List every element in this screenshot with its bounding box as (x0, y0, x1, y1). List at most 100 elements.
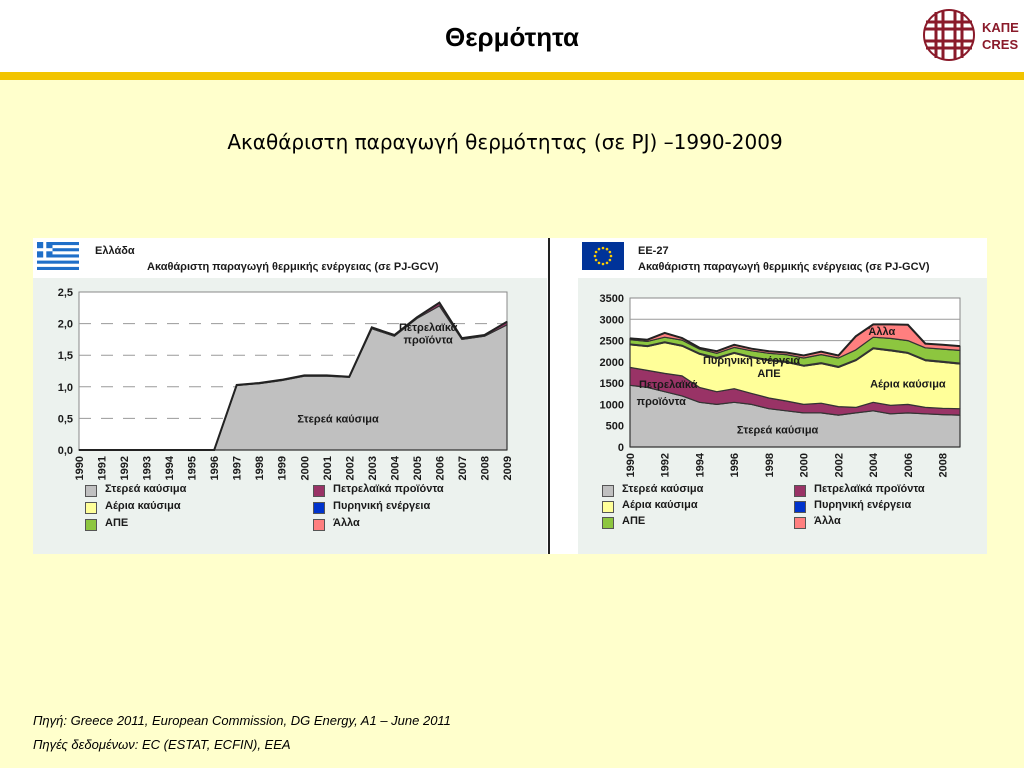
eu-star-icon (594, 258, 598, 262)
y-tick-label: 0,5 (58, 413, 73, 425)
legend-swatch (794, 485, 806, 497)
y-tick-label: 2,5 (58, 287, 73, 299)
header-bar: Θερμότητα ΚΑΠΕ CRES (0, 0, 1024, 72)
eu-star-icon (597, 247, 601, 251)
y-tick-label: 2500 (600, 336, 624, 348)
x-tick-label: 2000 (299, 456, 311, 480)
x-tick-label: 1997 (232, 456, 244, 480)
logo-text-cres: CRES (982, 37, 1019, 52)
legend-label: Πυρηνική ενέργεια (814, 499, 912, 511)
x-tick-label: 2002 (344, 456, 356, 480)
source-note: Πηγή: Greece 2011, European Commission, … (33, 713, 451, 728)
eu-star-icon (608, 250, 612, 254)
x-tick-label: 1992 (660, 453, 672, 477)
chart-annotation: Στερεά καύσιμα (737, 425, 819, 437)
legend-swatch (85, 502, 97, 514)
x-tick-label: 1999 (277, 456, 289, 480)
legend-label: Άλλα (333, 517, 360, 529)
legend-label: Άλλα (814, 515, 841, 527)
panel-head-greece: Ελλάδα Ακαθάριστη παραγωγή θερμικής ενέρ… (33, 238, 547, 276)
chart-title-greece: Ακαθάριστη παραγωγή θερμικής ενέργειας (… (147, 261, 439, 273)
x-tick-label: 1994 (164, 455, 176, 480)
x-tick-label: 1998 (254, 456, 266, 480)
greek-flag-icon (37, 242, 79, 270)
chart-panel-greece: Ελλάδα Ακαθάριστη παραγωγή θερμικής ενέρ… (33, 238, 547, 554)
chart-greece: 0,0 0,5 1,0 1,5 2,0 2,5 1990 1991 1992 1993 1994 19… (58, 287, 514, 480)
x-tick-label: 2000 (799, 453, 811, 477)
x-tick-label: 2008 (479, 456, 491, 480)
total-line (629, 323, 961, 357)
x-tick-label: 2003 (367, 456, 379, 480)
legend-swatch (602, 517, 614, 529)
cres-logo-icon (923, 9, 975, 61)
legend-eu27: Στερεά καύσιμα Πετρελαϊκά προϊόντα Αέρια κ… (578, 483, 987, 543)
region-name-greece: Ελλάδα (95, 245, 135, 257)
eu-star-icon (593, 254, 597, 258)
y-tick-label: 1,5 (58, 350, 73, 362)
eu-star-icon (608, 258, 612, 262)
logo-text-kape: ΚΑΠΕ (982, 20, 1019, 35)
x-tick-label: 1995 (187, 456, 199, 480)
legend-swatch (794, 517, 806, 529)
eu-star-icon (605, 247, 609, 251)
chart-annotation: προϊόντα (404, 334, 453, 346)
x-tick-label: 1991 (97, 456, 109, 480)
x-tick-label: 1998 (764, 453, 776, 477)
eu-flag-icon (582, 242, 624, 270)
eu-star-icon (601, 262, 605, 266)
legend-greece: Στερεά καύσιμα Πετρελαϊκά προϊόντα Αέρια κ… (33, 483, 547, 543)
x-tick-label: 1990 (74, 456, 86, 480)
panel-head-eu27: ΕΕ-27 Ακαθάριστη παραγωγή θερμικής ενέργ… (578, 238, 987, 276)
x-tick-label: 2001 (322, 456, 334, 480)
y-tick-label: 1,0 (58, 382, 73, 394)
x-tick-label: 2005 (412, 456, 424, 480)
y-tick-label: 0 (618, 442, 624, 454)
x-tick-label: 1993 (142, 456, 154, 480)
cres-logo: ΚΑΠΕ CRES (922, 8, 1022, 64)
chart-panel-eu27: ΕΕ-27 Ακαθάριστη παραγωγή θερμικής ενέργ… (578, 238, 987, 554)
legend-label: Πυρηνική ενέργεια (333, 500, 431, 512)
legend-label: Στερεά καύσιμα (622, 483, 704, 495)
chart-annotation: Άλλα (868, 326, 895, 338)
panel-divider (548, 238, 550, 554)
y-tick-label: 1500 (600, 378, 624, 390)
legend-swatch (794, 501, 806, 513)
legend-swatch (313, 519, 325, 531)
chart-annotation: Αέρια καύσιμα (870, 379, 946, 391)
y-tick-label: 500 (606, 421, 624, 433)
x-tick-label: 2002 (833, 453, 845, 477)
legend-swatch (85, 485, 97, 497)
chart-subtitle: Ακαθάριστη παραγωγή θερμότητας (σε PJ) –… (227, 130, 783, 154)
x-tick-label: 2008 (938, 453, 950, 477)
legend-label: ΑΠΕ (622, 515, 646, 527)
y-tick-label: 0,0 (58, 445, 73, 457)
legend-label: Πετρελαϊκά προϊόντα (814, 483, 925, 495)
x-tick-label: 2004 (868, 452, 880, 477)
legend-swatch (602, 501, 614, 513)
eu-star-icon (609, 254, 613, 258)
legend-label: Στερεά καύσιμα (105, 483, 187, 495)
chart-eu27: 0 500 1000 1500 2000 2500 3000 3500 1990 1992 1994… (600, 293, 961, 477)
eu-star-icon (594, 250, 598, 254)
y-tick-label: 2,0 (58, 319, 73, 331)
legend-swatch (313, 502, 325, 514)
chart-annotation: Στερεά καύσιμα (297, 413, 379, 425)
eu-star-icon (605, 261, 609, 265)
legend-swatch (313, 485, 325, 497)
chart-annotation: Πυρηνική ενέργεια (703, 355, 800, 367)
legend-swatch (85, 519, 97, 531)
x-tick-label: 2006 (434, 456, 446, 480)
page-title: Θερμότητα (444, 22, 580, 52)
legend-swatch (602, 485, 614, 497)
x-tick-label: 1992 (119, 456, 131, 480)
chart-title-eu27: Ακαθάριστη παραγωγή θερμικής ενέργειας (… (638, 261, 930, 273)
y-tick-label: 1000 (600, 399, 624, 411)
x-tick-label: 1994 (694, 452, 706, 477)
eu-star-icon (597, 261, 601, 265)
x-tick-label: 1996 (209, 456, 221, 480)
y-tick-label: 3000 (600, 314, 624, 326)
data-sources-note: Πηγές δεδομένων: EC (ESTAT, ECFIN), EEA (33, 737, 291, 752)
chart-annotation: προϊόντα (637, 396, 686, 408)
x-tick-label: 2006 (903, 453, 915, 477)
x-tick-label: 2004 (389, 455, 401, 480)
